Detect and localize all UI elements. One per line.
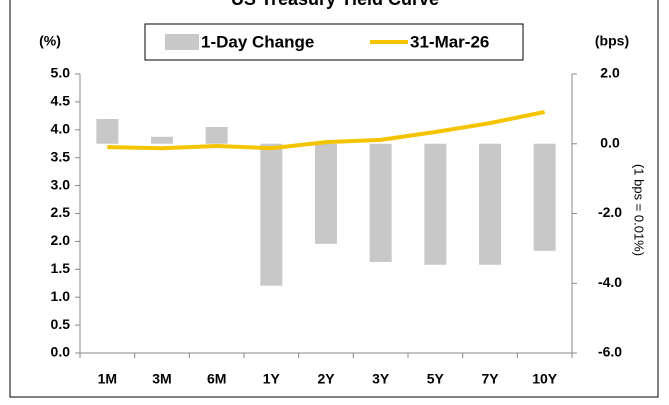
y2-tick-label: 0.0 (600, 134, 620, 150)
y2-tick-label: -6.0 (598, 344, 622, 360)
bar (260, 143, 283, 286)
bar (151, 136, 173, 144)
bar (424, 143, 447, 265)
y-tick-label: 2.0 (51, 232, 71, 248)
y2-note: (1 bps = 0.01%) (632, 164, 647, 256)
y-tick-label: 1.5 (51, 260, 71, 276)
x-tick-label: 1Y (263, 371, 281, 387)
y-tick-label: 0.0 (51, 344, 71, 360)
chart-frame (9, 0, 659, 398)
x-tick-label: 7Y (481, 371, 499, 387)
chart-title: US Treasury Yield Curve (231, 0, 439, 9)
bar (369, 143, 392, 262)
bar (315, 143, 337, 244)
y2-tick-label: -2.0 (598, 204, 622, 220)
x-tick-label: 5Y (427, 371, 445, 387)
bar (479, 143, 501, 265)
y-tick-label: 4.5 (51, 93, 71, 109)
line (107, 109, 546, 151)
y-tick-label: 4.0 (51, 121, 71, 137)
x-tick-label: 1M (98, 371, 117, 387)
legend-label: 31-Mar-26 (410, 32, 489, 51)
y-tick-label: 3.5 (51, 148, 71, 164)
y-tick-label: 2.5 (51, 204, 71, 220)
x-tick-label: 2Y (317, 371, 335, 387)
y2-axis-label: (bps) (595, 33, 629, 49)
legend-swatch (165, 34, 199, 50)
y2-tick-label: 2.0 (600, 65, 620, 81)
y-tick-label: 0.5 (51, 316, 71, 332)
y-tick-label: 1.0 (51, 288, 71, 304)
y-tick-label: 3.0 (51, 176, 71, 192)
bar (205, 127, 228, 144)
x-tick-label: 10Y (532, 371, 558, 387)
x-tick-label: 3Y (372, 371, 390, 387)
x-tick-label: 6M (207, 371, 226, 387)
x-tick-label: 3M (152, 371, 171, 387)
legend-box (144, 23, 524, 61)
y2-tick-label: -4.0 (598, 274, 622, 290)
legend-label: 1-Day Change (201, 32, 314, 51)
bar (533, 143, 556, 251)
y-tick-label: 5.0 (51, 65, 71, 81)
y-axis-label: (%) (39, 33, 61, 49)
bar (96, 118, 119, 144)
